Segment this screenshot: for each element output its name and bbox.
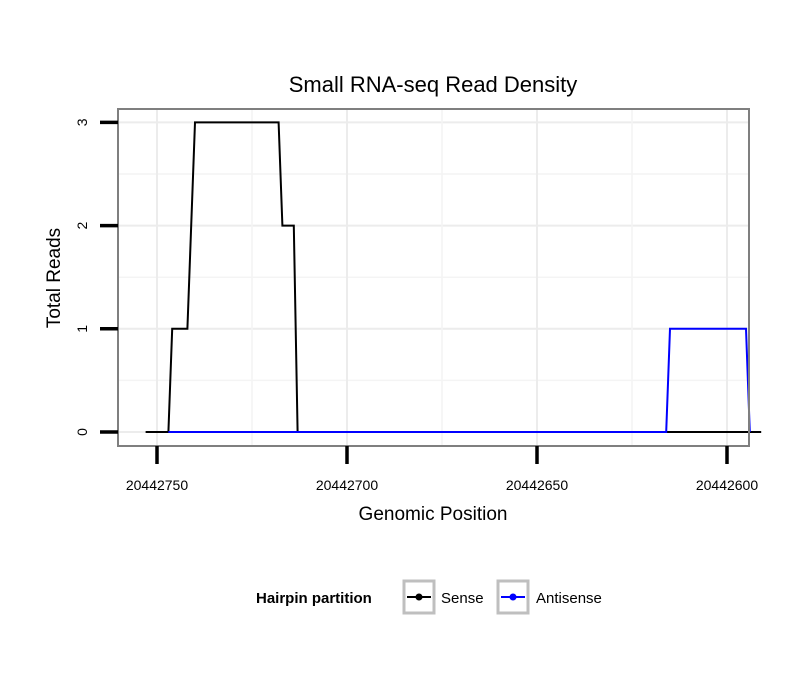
x-tick-label: 20442600 [696,477,759,493]
y-tick-label: 1 [74,325,90,333]
y-tick-label: 2 [74,221,90,229]
legend-key-sense [402,579,436,615]
x-axis-label: Genomic Position [359,504,508,525]
legend-title: Hairpin partition [256,590,372,607]
series-lines [145,121,762,433]
series-line-antisense [168,327,751,433]
grid-lines [118,109,749,446]
legend-key-antisense [496,579,530,615]
y-axis-label: Total Reads [44,228,65,328]
series-line-sense [145,121,762,433]
x-tick-label: 20442650 [506,477,569,493]
x-tick-label: 20442750 [126,477,189,493]
legend-label-antisense: Antisense [536,590,602,607]
y-tick-label: 3 [74,118,90,126]
legend-key-point [509,593,517,601]
chart-title: Small RNA-seq Read Density [289,72,578,97]
legend: Hairpin partition Sense Antisense [256,579,602,615]
y-tick-label: 0 [74,428,90,436]
legend-key-point [415,593,423,601]
x-tick-label: 20442700 [316,477,379,493]
axes: 20442750 20442700 20442650 20442600 0 1 2 3 [74,118,758,493]
legend-label-sense: Sense [441,590,484,607]
plot-border [117,108,750,447]
